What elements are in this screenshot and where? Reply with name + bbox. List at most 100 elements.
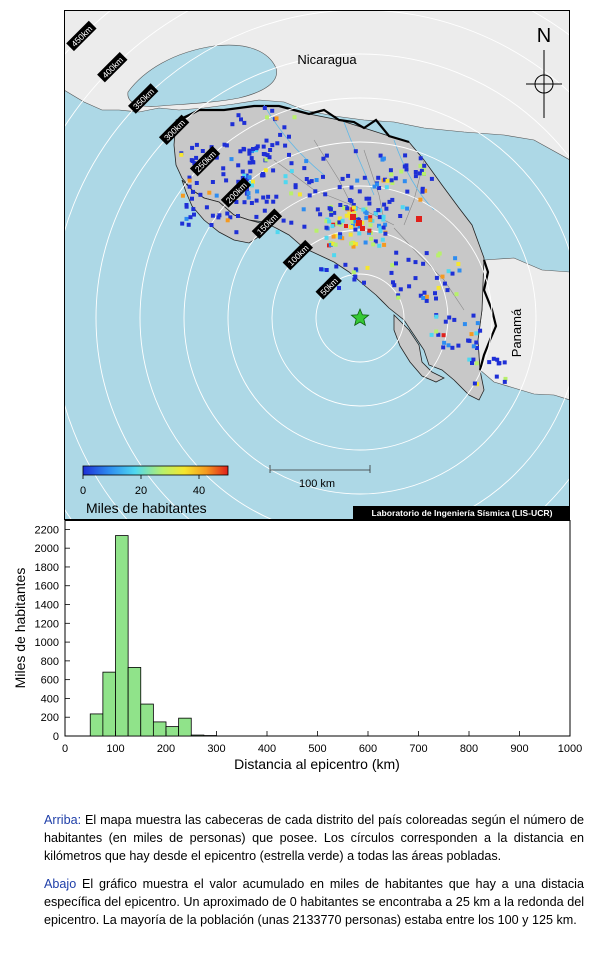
population-dot (191, 207, 196, 212)
population-dot (278, 132, 283, 137)
caption: Arriba: El mapa muestra las cabeceras de… (44, 811, 584, 939)
population-dot (302, 224, 307, 229)
population-dot (266, 194, 271, 199)
y-tick-label-0: 0 (53, 731, 59, 743)
population-dot (301, 207, 306, 212)
population-dot (282, 125, 287, 130)
y-tick-label-1800: 1800 (35, 562, 59, 574)
population-dot (445, 288, 450, 293)
population-dot (471, 313, 476, 318)
population-dot (318, 212, 323, 217)
population-dot (329, 212, 334, 217)
population-dot-hot (350, 214, 356, 220)
x-tick-label-100: 100 (106, 743, 124, 755)
population-dot (248, 180, 253, 185)
colorbar-tick-40: 40 (193, 485, 205, 497)
population-dot (331, 241, 336, 246)
scale-bar (269, 465, 371, 473)
population-dot (270, 143, 275, 148)
distance-ring (315, 273, 405, 363)
population-dot (340, 176, 345, 181)
population-dot (475, 346, 479, 350)
population-dot (264, 157, 269, 162)
population-dot (260, 173, 265, 178)
population-dot (251, 147, 255, 151)
x-tick-label-0: 0 (62, 743, 68, 755)
population-dot (250, 183, 254, 188)
population-dot (372, 184, 377, 189)
population-dot (413, 174, 418, 179)
population-dot (391, 280, 395, 285)
population-dot (474, 331, 479, 336)
population-dot (338, 232, 343, 237)
epicenter-star (350, 307, 370, 327)
population-dot (343, 262, 348, 267)
population-dot (413, 260, 418, 265)
population-dot (330, 224, 335, 229)
population-dot (424, 251, 429, 256)
population-dot (289, 161, 294, 166)
population-dot (360, 220, 365, 225)
population-dot (467, 357, 472, 362)
compass-icon (526, 50, 562, 118)
population-dot (262, 106, 267, 110)
x-tick-label-500: 500 (308, 743, 326, 755)
population-dot (422, 163, 427, 168)
population-dot (422, 171, 426, 176)
population-dot (289, 220, 294, 225)
population-dot (347, 211, 352, 216)
population-dot (323, 192, 328, 197)
x-tick-label-700: 700 (409, 743, 427, 755)
population-dot (422, 290, 427, 295)
population-dot (261, 144, 266, 149)
population-dot (194, 142, 199, 147)
population-dot (270, 108, 275, 113)
population-dot (351, 270, 356, 275)
population-dot (332, 253, 337, 258)
population-dot (364, 211, 369, 216)
population-dot (194, 155, 199, 160)
population-dot-hot (344, 224, 348, 228)
population-dot (388, 168, 393, 173)
histogram-bar-150-175 (140, 703, 154, 737)
population-dot-hot (360, 226, 365, 231)
population-dot (453, 256, 458, 261)
population-dot (289, 191, 294, 196)
population-dot (324, 153, 329, 158)
population-dot (487, 360, 492, 365)
population-dot (217, 213, 222, 218)
population-dot (450, 271, 455, 276)
population-dot (187, 184, 192, 189)
population-dot (244, 177, 249, 182)
population-dot (406, 257, 411, 262)
population-dot (373, 239, 378, 244)
population-dot (389, 172, 394, 177)
population-dot (390, 263, 395, 268)
population-dot (337, 185, 342, 190)
population-dot (419, 168, 424, 173)
population-dot (462, 322, 467, 327)
population-dot (383, 177, 387, 182)
histogram-bars (89, 535, 217, 737)
population-dot (340, 236, 345, 241)
population-dot (364, 196, 369, 201)
population-dot (390, 197, 395, 202)
population-dot (396, 295, 401, 300)
x-tick-label-1000: 1000 (558, 743, 582, 755)
credit-text: Laboratorio de Ingeniería Sísmica (LIS-U… (372, 508, 553, 518)
population-dot (403, 153, 408, 158)
population-dot (247, 148, 252, 153)
border-panama (478, 259, 498, 371)
population-dot (307, 193, 312, 198)
north-arrow: N (526, 25, 562, 118)
population-dot (351, 244, 356, 249)
population-dot (377, 186, 382, 190)
population-dot (429, 176, 434, 181)
population-dot (222, 142, 227, 147)
population-dot (471, 357, 476, 362)
population-dot (382, 242, 387, 247)
population-dot (225, 218, 230, 223)
population-dot (261, 195, 266, 200)
population-dot (249, 201, 254, 205)
population-dot (246, 195, 251, 200)
